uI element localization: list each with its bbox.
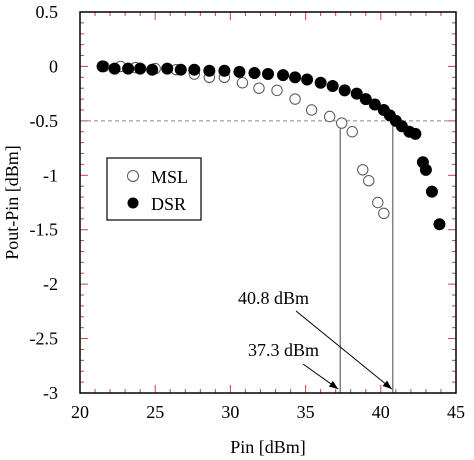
dsr-point [146,63,159,76]
msl-point [253,82,265,94]
y-tick-label: -1.5 [30,220,59,240]
y-tick-label: -3 [43,383,58,403]
msl-point [372,196,384,209]
annotation-arrow-line [295,310,393,390]
dsr-point [134,62,147,75]
dsr-point [248,66,261,79]
dsr-point [122,62,135,75]
y-tick-label: -1 [43,165,58,185]
x-tick-label: 40 [372,402,390,422]
annotation-40-8: 40.8 dBm [238,288,309,308]
dsr-point [161,62,174,75]
msl-point [236,77,249,89]
x-tick-label: 20 [71,402,89,422]
dsr-point [174,63,187,76]
plot-frame [79,11,457,394]
y-tick-label: 0 [49,56,58,76]
legend-msl-marker [127,170,139,182]
x-tick-label: 45 [447,402,465,422]
dsr-point [326,80,339,93]
msl-point [323,110,336,123]
msl-point [289,93,301,105]
dsr-point [409,127,422,140]
data-points [96,60,446,231]
dsr-point [419,163,432,176]
annotation-37-3: 37.3 dBm [248,340,319,360]
dsr-point [359,93,372,106]
dsr-point [108,62,121,75]
dsr-point [277,69,290,82]
y-tick-label: -2 [43,274,58,294]
msl-point [357,164,369,176]
dsr-point [203,64,216,77]
dsr-point [301,73,314,86]
dsr-point [289,71,302,84]
dsr-point [233,65,246,78]
msl-point [335,117,348,129]
annotation-arrow-head [382,380,392,389]
msl-point [305,104,318,116]
dsr-point [338,84,351,97]
y-tick-label: -2.5 [30,329,59,349]
dsr-point [425,185,438,198]
dsr-point [218,64,231,77]
legend-dsr-marker [127,197,139,209]
dsr-point [96,60,109,73]
x-tick-label: 25 [146,402,164,422]
tick-labels: 20 25 30 35 40 45 0.5 0 -0.5 -1 -1.5 -2 -2.5 -3 [30,2,466,422]
x-tick-label: 35 [297,402,315,422]
y-tick-label: -0.5 [30,111,59,131]
legend-msl-label: MSL [151,167,188,187]
dsr-point [314,76,327,89]
annotation-arrow-head [328,380,339,389]
legend: MSL DSR [106,157,202,221]
dsr-point [262,68,274,81]
y-axis-title: Pout-Pin [dBm] [2,145,22,260]
dsr-point [433,218,446,231]
y-tick-label: 0.5 [36,2,59,22]
msl-point [363,175,375,187]
dsr-point [368,98,381,111]
vertical-markers [339,120,394,393]
msl-point [378,207,390,220]
msl-point [271,84,283,97]
x-tick-label: 30 [221,402,239,422]
annotations: 40.8 dBm 37.3 dBm [238,288,393,390]
dsr-point [188,63,201,76]
legend-dsr-label: DSR [151,194,186,214]
legend-box [106,157,202,221]
dsr-point [350,87,363,100]
x-axis-title: Pin [dBm] [230,437,306,457]
msl-point [346,126,358,138]
